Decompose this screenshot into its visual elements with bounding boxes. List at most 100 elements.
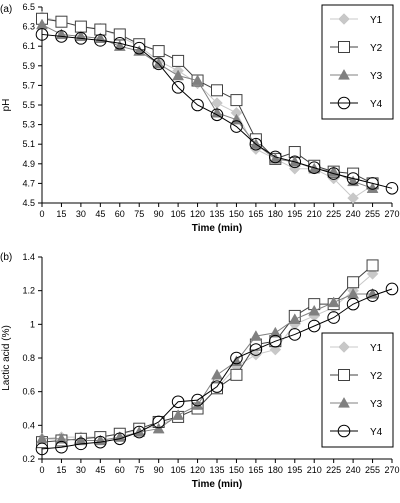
legend-marker	[338, 41, 350, 53]
y-tick-label: 0.8	[22, 353, 35, 363]
data-point	[385, 182, 399, 195]
data-point	[366, 259, 379, 272]
legend-marker	[338, 341, 350, 353]
x-tick-label: 45	[95, 465, 105, 475]
data-point	[113, 28, 126, 41]
data-point	[327, 167, 340, 180]
x-tick-label: 195	[287, 465, 302, 475]
data-point	[269, 152, 282, 164]
x-tick-label: 150	[229, 209, 244, 219]
y-tick-label: 4.9	[22, 159, 35, 169]
legend: Y1 Y2 Y3 Y4	[321, 4, 394, 120]
y-tick-label: 0.4	[22, 420, 35, 430]
legend-marker	[337, 424, 351, 438]
data-point	[347, 276, 360, 289]
legend-marker	[338, 369, 350, 381]
legend: Y1 Y2 Y3 Y4	[321, 332, 394, 448]
x-tick-label: 165	[248, 465, 263, 475]
x-tick-label: 0	[39, 209, 44, 219]
legend-entry-y2: Y2	[330, 369, 383, 382]
data-point	[132, 41, 146, 55]
legend-label: Y1	[370, 15, 383, 26]
data-point	[55, 432, 68, 444]
data-point	[211, 84, 223, 97]
x-tick-label: 15	[56, 465, 66, 475]
y-tick-label: 6.5	[22, 2, 35, 12]
data-point	[210, 108, 224, 122]
y-tick-label: 5.1	[22, 139, 35, 149]
y-axis-label: pH	[1, 99, 12, 112]
data-point	[366, 289, 379, 303]
data-point	[249, 330, 262, 341]
data-point	[307, 319, 321, 333]
series-line	[41, 288, 393, 450]
legend-marker	[338, 13, 350, 25]
data-point	[269, 150, 282, 164]
legend-label: Y4	[370, 99, 383, 110]
panel-label: (a)	[0, 4, 12, 15]
data-point	[327, 296, 340, 308]
x-tick-label: 120	[190, 209, 205, 219]
data-point	[269, 326, 282, 338]
legend-label: Y3	[370, 399, 383, 410]
x-tick-label: 225	[326, 209, 341, 219]
y-tick-label: 1	[30, 319, 35, 329]
data-point	[308, 304, 321, 316]
data-point	[152, 57, 165, 71]
y-tick-label: 5.3	[22, 120, 35, 130]
data-point	[230, 120, 243, 133]
legend-entry-y1: Y1	[330, 341, 383, 354]
panel-label: (b)	[0, 252, 12, 263]
legend-marker	[338, 68, 350, 80]
legend-label: Y4	[370, 427, 383, 438]
legend-label: Y1	[370, 343, 383, 354]
x-tick-label: 60	[115, 465, 125, 475]
data-point	[347, 192, 359, 204]
x-tick-label: 60	[115, 209, 125, 219]
x-tick-label: 75	[134, 209, 144, 219]
data-point	[366, 182, 379, 193]
series-y4	[35, 282, 399, 456]
data-point	[172, 409, 185, 420]
data-point	[55, 30, 68, 43]
x-tick-label: 255	[365, 209, 380, 219]
data-point	[94, 435, 107, 449]
data-point	[74, 437, 88, 451]
data-point	[172, 54, 185, 67]
legend-label: Y2	[370, 43, 383, 54]
legend-marker	[338, 396, 350, 408]
data-point	[55, 440, 68, 454]
y-tick-label: 4.5	[22, 198, 35, 208]
x-tick-label: 90	[154, 465, 164, 475]
x-tick-label: 105	[171, 209, 186, 219]
x-tick-label: 75	[134, 465, 144, 475]
x-tick-label: 270	[384, 209, 399, 219]
data-point	[366, 177, 379, 190]
data-point	[366, 288, 379, 299]
data-point	[249, 343, 263, 356]
data-point	[191, 399, 204, 410]
x-tick-label: 120	[190, 465, 205, 475]
y-tick-label: 1.4	[22, 252, 35, 262]
y-tick-label: 0.6	[22, 387, 35, 397]
legend-marker	[337, 96, 351, 110]
data-point	[74, 434, 87, 446]
legend-entry-y1: Y1	[330, 13, 383, 26]
y-tick-label: 5.9	[22, 61, 35, 71]
x-tick-label: 255	[365, 465, 380, 475]
x-tick-label: 135	[209, 465, 224, 475]
x-tick-label: 240	[346, 465, 361, 475]
x-tick-label: 165	[248, 209, 263, 219]
data-point	[35, 28, 49, 41]
data-point	[307, 161, 321, 175]
legend-box	[321, 332, 394, 448]
y-tick-label: 5.7	[22, 80, 35, 90]
x-axis-label: Time (min)	[192, 479, 242, 490]
x-tick-label: 135	[209, 209, 224, 219]
y-axis-label: Lactic acid (%)	[1, 325, 12, 391]
data-point	[288, 328, 302, 341]
data-point	[35, 442, 49, 456]
legend-label: Y3	[370, 71, 383, 82]
x-axis-label: Time (min)	[192, 223, 242, 234]
y-tick-label: 0.2	[22, 454, 35, 464]
